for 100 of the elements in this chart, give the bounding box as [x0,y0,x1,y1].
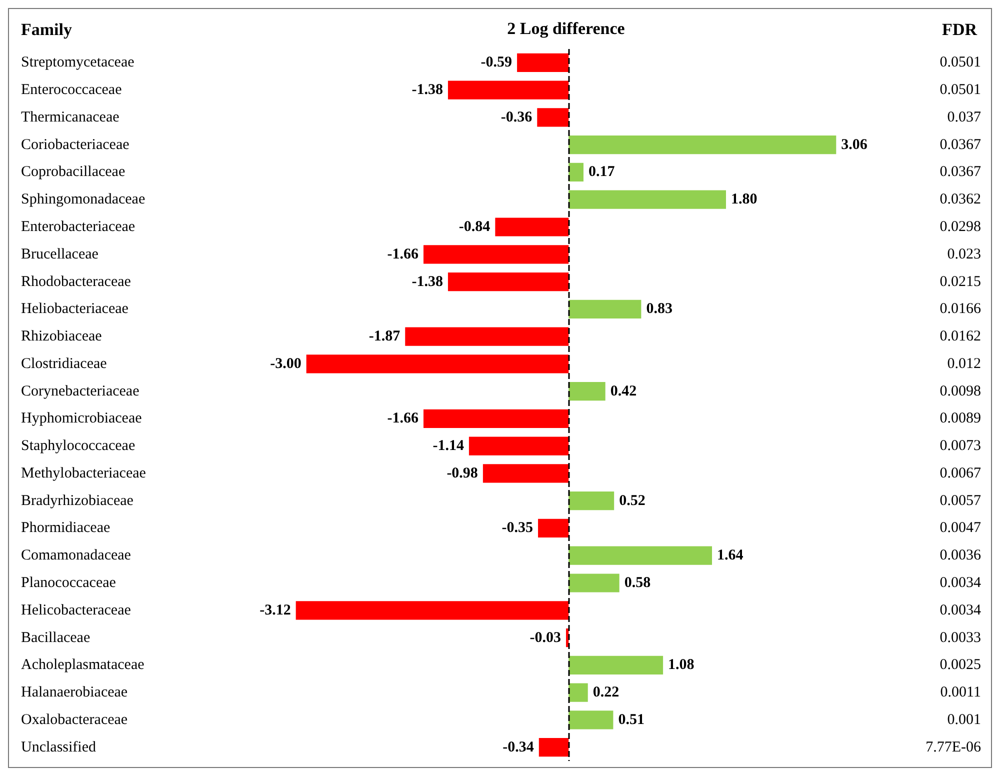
y-tick-label: Staphylococcaceae [21,438,136,454]
bar [423,409,569,428]
bar [568,162,584,182]
data-label: -1.87 [368,328,401,345]
data-label: -1.66 [387,246,419,262]
y-tick-label: Clostridiaceae [21,356,108,372]
y2-tick-label: 0.0047 [940,520,982,536]
y-tick-label: Methylobacteriaceae [21,465,146,482]
y2-tick-label: 0.0034 [940,575,982,591]
y2-tick-label: 0.037 [947,109,982,126]
text: FDR [942,20,978,39]
y-tick-label: Hyphomicrobiaceae [21,410,142,427]
bar [306,354,569,374]
y-tick-label: Unclassified [21,739,96,756]
y-tick-label: Heliobacteriaceae [21,301,129,318]
data-label: -0.34 [502,739,534,756]
data-label: -0.98 [446,465,478,482]
y2-tick-label: 0.0098 [940,383,981,400]
y-tick-label: Rhodobacteraceae [21,274,132,290]
y2-tick-label: 0.0073 [940,438,981,454]
y2-tick-label: 0.0036 [940,548,982,564]
y2-tick-label: 0.0011 [940,684,981,701]
bar [568,574,620,592]
y-tick-label: Bacillaceae [21,630,90,646]
y2-tick-label: 0.012 [947,356,981,372]
data-label: 0.83 [646,301,672,318]
y-tick-label: Coriobacteriaceae [21,136,130,153]
y-axis-title: Family [21,20,72,39]
x-axis-title: 2 Log difference [507,19,626,38]
y2-tick-label: 0.0501 [940,54,981,71]
data-label: -0.84 [458,219,491,235]
y-tick-label: Streptomycetaceae [21,54,135,71]
bar [296,601,569,620]
y-tick-label: Helicobacteraceae [21,602,132,618]
data-label: 0.52 [619,492,646,509]
bar [568,656,664,674]
y2-tick-label: 0.0367 [940,136,982,153]
y-tick-label: Bradyrhizobiaceae [21,492,134,509]
data-label: 1.64 [717,548,744,564]
bar [405,327,569,346]
y-tick-label: Oxalobacteraceae [21,712,128,728]
data-label: 1.08 [668,657,694,674]
bar [495,218,569,236]
data-label: -3.00 [270,356,302,372]
bar [568,710,614,730]
data-label: 0.22 [592,684,620,701]
y2-tick-label: 0.0215 [940,274,981,290]
y2-tick-label: 0.0025 [940,657,981,674]
y-tick-label: Coprobacillaceae [21,164,126,180]
y2-tick-label: 0.0166 [940,301,982,318]
y2-tick-label: 0.0367 [940,164,982,180]
y-tick-label: Enterococcaceae [21,82,122,98]
y2-tick-label: 0.0362 [940,192,981,208]
bar [568,300,642,318]
bar [448,272,569,292]
data-label: 0.17 [588,164,616,180]
y2-tick-label: 0.0298 [940,219,981,235]
bar [537,108,569,127]
bar [468,436,569,456]
bar [568,190,726,209]
y-tick-label: Phormidiaceae [21,520,110,536]
y2-tick-label: 0.0033 [940,630,981,646]
y-tick-label: Halanaerobiaceae [21,684,128,701]
data-label: -0.36 [500,109,533,126]
bar [517,53,569,72]
bar [448,80,569,100]
y-tick-label: Corynebacteriaceae [21,383,140,400]
bar [482,464,569,483]
data-label: 0.51 [618,712,644,728]
bar [538,518,569,538]
y-tick-label: Rhizobiaceae [21,328,102,345]
y2-tick-label: 0.023 [947,246,981,262]
y2-tick-label: 7.77E-06 [926,739,982,756]
data-label: -1.38 [412,82,443,98]
y-tick-label: Comamonadaceae [21,548,132,564]
bar [568,492,614,510]
y2-tick-label: 0.001 [947,712,981,728]
y2-tick-label: 0.0501 [940,82,981,98]
bar [566,628,569,648]
y-tick-label: Enterobacteriaceae [21,219,136,235]
data-label: -3.12 [260,602,291,618]
data-label: -0.03 [530,630,561,646]
y-tick-label: Planococcaceae [21,575,116,591]
data-label: 3.06 [841,136,868,153]
data-label: -1.66 [387,410,419,427]
data-label: 0.42 [610,383,637,400]
y-tick-label: Sphingomonadaceae [21,192,146,208]
y2-tick-label: 0.0162 [940,328,981,345]
y-tick-label: Acholeplasmataceae [21,657,145,674]
data-label: -0.59 [480,54,512,71]
bar [568,683,588,702]
data-label: 0.58 [624,575,651,591]
bar [538,738,569,757]
data-label: 1.80 [731,192,758,208]
y2-tick-label: 0.0067 [940,465,982,482]
bar [423,245,569,264]
data-label: -1.14 [432,438,464,454]
bar [568,546,712,565]
y2-tick-label: 0.0089 [940,410,981,427]
data-label: -0.35 [502,520,534,536]
